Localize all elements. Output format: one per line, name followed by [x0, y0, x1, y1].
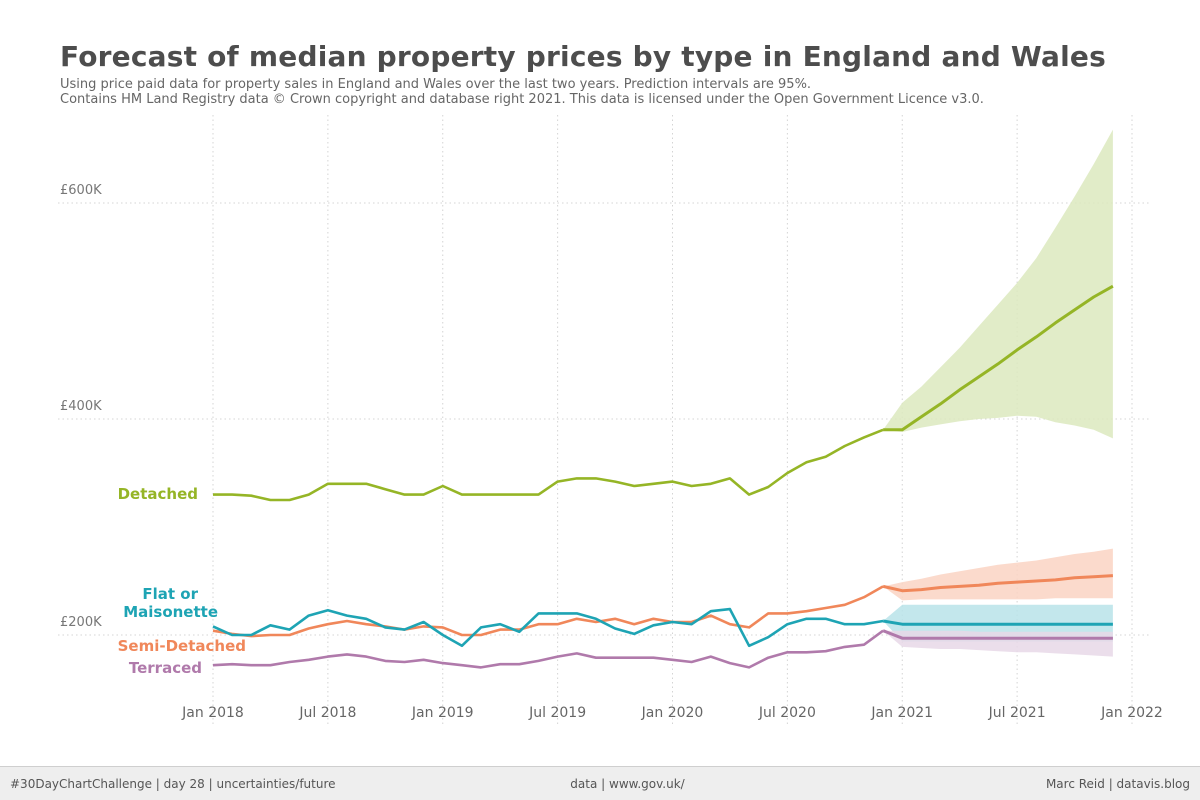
history-line-terraced	[212, 629, 884, 669]
x-tick-label: Jul 2020	[758, 705, 816, 721]
forecast-line-chart: Jan 2018 Jul 2018 Jan 2019 Jul 2019 Jan 2020…	[58, 115, 1163, 725]
history-line-detached	[213, 428, 884, 502]
forecast-line-detached	[883, 284, 1114, 432]
prediction-band-detached	[883, 129, 1113, 439]
forecast-line-semi-detached	[882, 574, 1113, 593]
x-tick-label: Jan 2022	[1100, 705, 1163, 721]
forecast-line-terraced	[882, 629, 1113, 640]
chart-subtitle: Using price paid data for property sales…	[60, 77, 812, 92]
axis-labels: Jan 2018 Jul 2018 Jan 2019 Jul 2019 Jan 2020…	[60, 183, 1163, 721]
x-tick-label: Jan 2018	[181, 705, 244, 721]
y-tick-label: £600K	[60, 183, 102, 198]
footer-challenge-text: #30DayChartChallenge | day 28 | uncertai…	[10, 777, 336, 791]
x-tick-label: Jul 2019	[528, 705, 586, 721]
footer-bar: #30DayChartChallenge | day 28 | uncertai…	[0, 766, 1200, 800]
x-tick-label: Jan 2020	[641, 705, 704, 721]
x-tick-label: Jan 2019	[411, 705, 474, 721]
x-tick-label: Jan 2021	[870, 705, 933, 721]
series-label: Detached	[118, 485, 198, 503]
x-tick-label: Jul 2018	[298, 705, 356, 721]
footer-author-text: Marc Reid | datavis.blog	[1045, 777, 1190, 791]
series-label: Semi-Detached	[118, 637, 246, 655]
series-lines	[212, 284, 1114, 669]
x-tick-label: Jul 2021	[988, 705, 1046, 721]
chart-title: Forecast of median property prices by ty…	[60, 40, 1106, 73]
series-label: Flat or	[142, 585, 198, 603]
chart-licence-note: Contains HM Land Registry data © Crown c…	[60, 92, 984, 107]
footer-source-text: data | www.gov.uk/	[570, 777, 685, 791]
y-tick-label: £400K	[60, 399, 102, 414]
series-label: Maisonette	[123, 603, 218, 621]
y-tick-label: £200K	[60, 615, 102, 630]
history-line-flat-or-maisonette	[212, 607, 884, 648]
history-line-semi-detached	[212, 585, 884, 638]
series-label: Terraced	[129, 659, 202, 677]
forecast-line-flat-or-maisonette	[882, 619, 1113, 626]
